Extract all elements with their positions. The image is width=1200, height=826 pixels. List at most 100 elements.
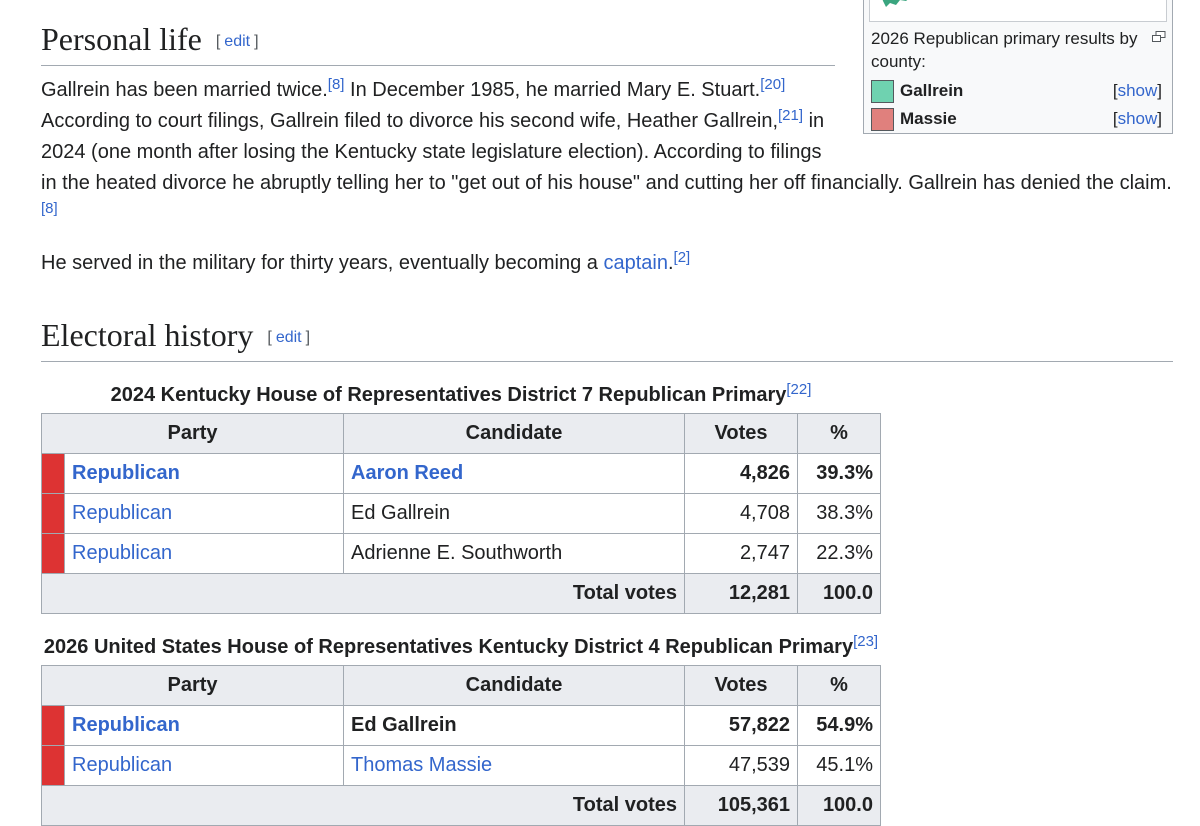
reference: [20] [760,76,785,93]
candidate-cell: Ed Gallrein [343,705,685,746]
total-percent: 100.0 [797,785,881,826]
legend: Gallrein[show] Massie[show] [864,77,1172,133]
reference-link[interactable]: [22] [786,381,812,398]
wiki-link[interactable]: captain [603,252,668,274]
text: According to court filings, Gallrein fil… [41,110,779,132]
result-row: Republican Ed Gallrein 4,708 38.3% [41,493,881,534]
header-row: Party Candidate Votes% [41,413,881,454]
party-link[interactable]: Republican [72,462,180,484]
result-row: Republican Adrienne E. Southworth 2,747 22.… [41,533,881,574]
total-label: Total votes [41,785,685,826]
reference: [8] [41,200,58,217]
party-cell: Republican [64,745,344,786]
percent: 54.9% [797,705,881,746]
reference-link[interactable]: [20] [760,76,786,93]
candidate[interactable]: Thomas Massie [351,754,493,776]
bracket: ] [305,329,311,346]
infobox-caption: 2026 Republican primary results by count… [864,22,1172,77]
bracket: [ [267,329,272,346]
text: in 2024 (one month after losing the Kent… [41,110,1172,194]
party-link[interactable]: Republican [72,714,180,736]
result-row: Republican Ed Gallrein 57,822 54.9% [41,705,881,746]
infobox: 2026 Republican primary results by count… [863,0,1173,134]
edit-section: [edit] [216,33,259,50]
text: Gallrein has been married twice. [41,79,328,101]
votes: 2,747 [684,533,798,574]
candidate: Ed Gallrein [351,714,457,736]
caption-text: 2026 United States House of Representati… [43,636,854,658]
bracket: [ [215,33,221,50]
party-color [41,533,65,574]
reference-link[interactable]: [8] [327,76,345,93]
reference-link[interactable]: [23] [853,633,879,650]
total-percent: 100.0 [797,573,881,614]
party-color [41,453,65,494]
legend-row: Gallrein [show] [864,77,1172,105]
caption-text: 2024 Kentucky House of Representatives D… [110,384,787,406]
column-header: Candidate [343,665,685,706]
text: He served in the military for thirty yea… [41,252,604,274]
reference-link[interactable]: [21] [778,107,804,124]
enlarge-icon[interactable] [1152,31,1166,43]
candidate-cell: Aaron Reed [343,453,685,494]
party-cell: Republican [64,705,344,746]
column-header: Candidate [343,413,685,454]
legend-row: Massie [show] [864,105,1172,133]
party-cell: Republican [64,453,344,494]
party-color [41,493,65,534]
reference: [23] [853,633,878,650]
bracket: ] [254,33,259,50]
total-row: Total votes 105,361 100.0 [41,785,881,826]
text: . [667,252,674,274]
edit-link[interactable]: edit [224,33,251,50]
results-table: Party Candidate Votes% Republican Aaron Reed… [41,413,881,614]
section-heading: Personal life [edit] [41,18,835,66]
legend-label: Gallrein [900,81,964,100]
total-label: Total votes [41,573,685,614]
votes: 57,822 [684,705,798,746]
paragraph: He served in the military for thirty yea… [41,248,1173,279]
legend-swatch [871,79,894,103]
show-link[interactable]: show [1117,109,1158,128]
caption-text: 2026 Republican primary results by count… [871,29,1138,71]
percent: 38.3% [797,493,881,534]
bracket: ] [1157,81,1162,100]
bracket: [ [1112,81,1118,100]
reference: [2] [674,249,691,266]
map-fragment [882,0,908,7]
party-link[interactable]: Republican [72,542,173,564]
percent: 39.3% [797,453,881,494]
paragraph: Gallrein has been married twice.[8] In D… [41,75,1173,230]
party-color [41,705,65,746]
reference: [8] [328,76,345,93]
party-cell: Republican [64,533,344,574]
votes: 4,826 [684,453,798,494]
column-header: % [797,665,881,706]
candidate-cell: Adrienne E. Southworth [343,533,685,574]
party-link[interactable]: Republican [72,502,173,524]
party-link[interactable]: Republican [72,754,173,776]
edit-link[interactable]: edit [275,329,302,346]
map [869,0,1167,22]
percent: 45.1% [797,745,881,786]
column-header: Votes [684,413,798,454]
edit-section: [edit] [267,329,310,346]
total-votes: 105,361 [684,785,798,826]
reference-link[interactable]: [2] [673,249,691,266]
show-link[interactable]: show [1117,81,1158,100]
candidate: Adrienne E. Southworth [351,542,563,564]
reference: [22] [786,381,811,398]
bracket: ] [1157,109,1162,128]
section-heading: Electoral history [edit] [41,314,1173,362]
party-cell: Republican [64,493,344,534]
bracket: [ [1112,109,1118,128]
column-header: Party [41,665,344,706]
column-header: % [797,413,881,454]
results-table: Party Candidate Votes% Republican Ed Gallrei… [41,665,881,826]
reference-link[interactable]: [8] [41,200,58,217]
votes: 47,539 [684,745,798,786]
content: 2026 Republican primary results by count… [41,0,1173,826]
candidate[interactable]: Aaron Reed [351,462,464,484]
text: In December 1985, he married Mary E. Stu… [344,79,761,101]
